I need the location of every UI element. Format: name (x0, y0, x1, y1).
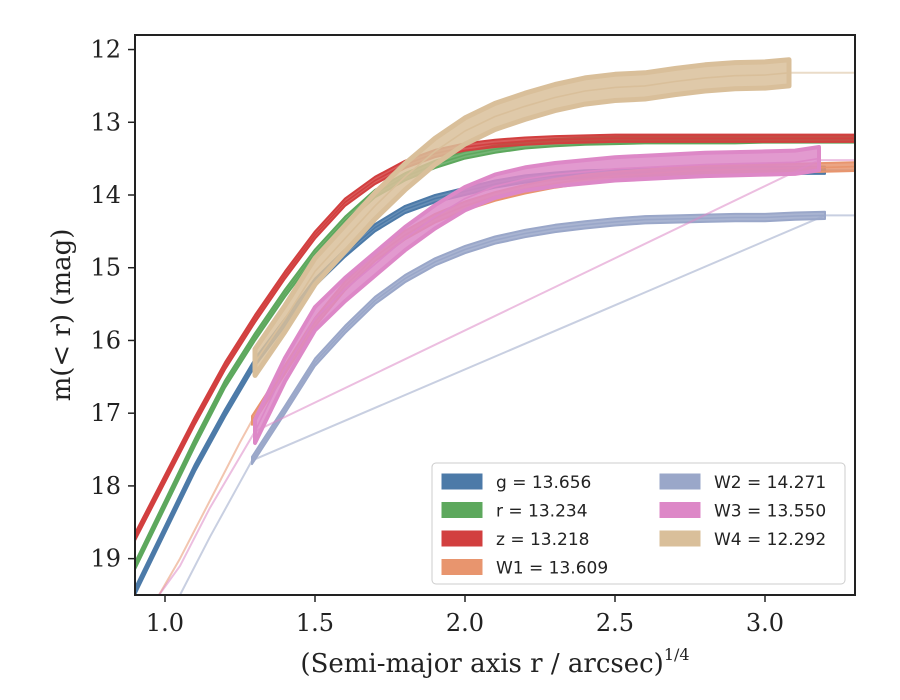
y-tick-label: 18 (90, 472, 121, 500)
legend-swatch-w2 (659, 473, 701, 490)
legend-swatch-w1 (441, 559, 483, 575)
plot-frame (134, 34, 856, 596)
legend-label-w3: W3 = 13.550 (714, 502, 826, 522)
y-tick-label: 19 (90, 545, 121, 573)
x-tick-label: 1.0 (146, 609, 184, 637)
legend-label-w1: W1 = 13.609 (496, 559, 608, 579)
series-w3-band (253, 145, 821, 445)
series-w2-extrapolation (179, 214, 855, 595)
legend-swatch-w3 (659, 502, 701, 518)
series-w2 (179, 210, 855, 595)
legend: g = 13.656 r = 13.234 z = 13.218 W1 = 13.60… (431, 462, 846, 585)
y-tick-label: 16 (90, 326, 121, 354)
series-z (135, 133, 855, 542)
series-z-line (135, 137, 855, 538)
series-w2-band (251, 210, 826, 466)
x-axis-title: (Semi-major axis r / arcsec)1/4 (300, 645, 689, 679)
legend-swatch-g (441, 473, 483, 490)
y-tick-label: 15 (90, 254, 121, 282)
y-tick-label: 12 (90, 36, 121, 64)
series-w4-band (252, 57, 792, 378)
y-tick-label: 13 (90, 108, 121, 136)
y-axis-title: m(< r) (mag) (47, 229, 77, 402)
legend-label-z: z = 13.218 (496, 530, 589, 550)
legend-swatch-r (441, 502, 483, 518)
axes-layer: 1.0 1.5 2.0 2.5 3.0 12 13 14 15 16 17 18 19 (90, 34, 856, 637)
legend-swatch-z (441, 530, 483, 547)
legend-box (431, 462, 846, 585)
series-w2-line (251, 214, 826, 461)
y-tick-label: 14 (90, 181, 121, 209)
legend-label-w2: W2 = 14.271 (714, 473, 826, 493)
series-w4 (252, 57, 855, 378)
x-tick-label: 2.0 (446, 609, 484, 637)
legend-swatch-w4 (659, 530, 701, 547)
series-w1-extrapolation (158, 420, 253, 595)
x-axis-title-exponent: 1/4 (664, 645, 690, 664)
legend-label-r: r = 13.234 (496, 502, 588, 522)
legend-label-g: g = 13.656 (496, 473, 591, 493)
series-layer (135, 57, 855, 595)
x-tick-label: 3.0 (746, 609, 784, 637)
x-tick-label: 1.5 (296, 609, 334, 637)
series-w3-line (254, 157, 820, 432)
legend-label-w4: W4 = 12.292 (714, 530, 826, 550)
series-w4-line (254, 72, 790, 363)
series-w3 (158, 145, 855, 595)
y-tick-label: 17 (90, 399, 121, 427)
x-tick-label: 2.5 (596, 609, 634, 637)
series-g-band (135, 165, 826, 595)
series-w3-extrapolation (158, 159, 855, 595)
